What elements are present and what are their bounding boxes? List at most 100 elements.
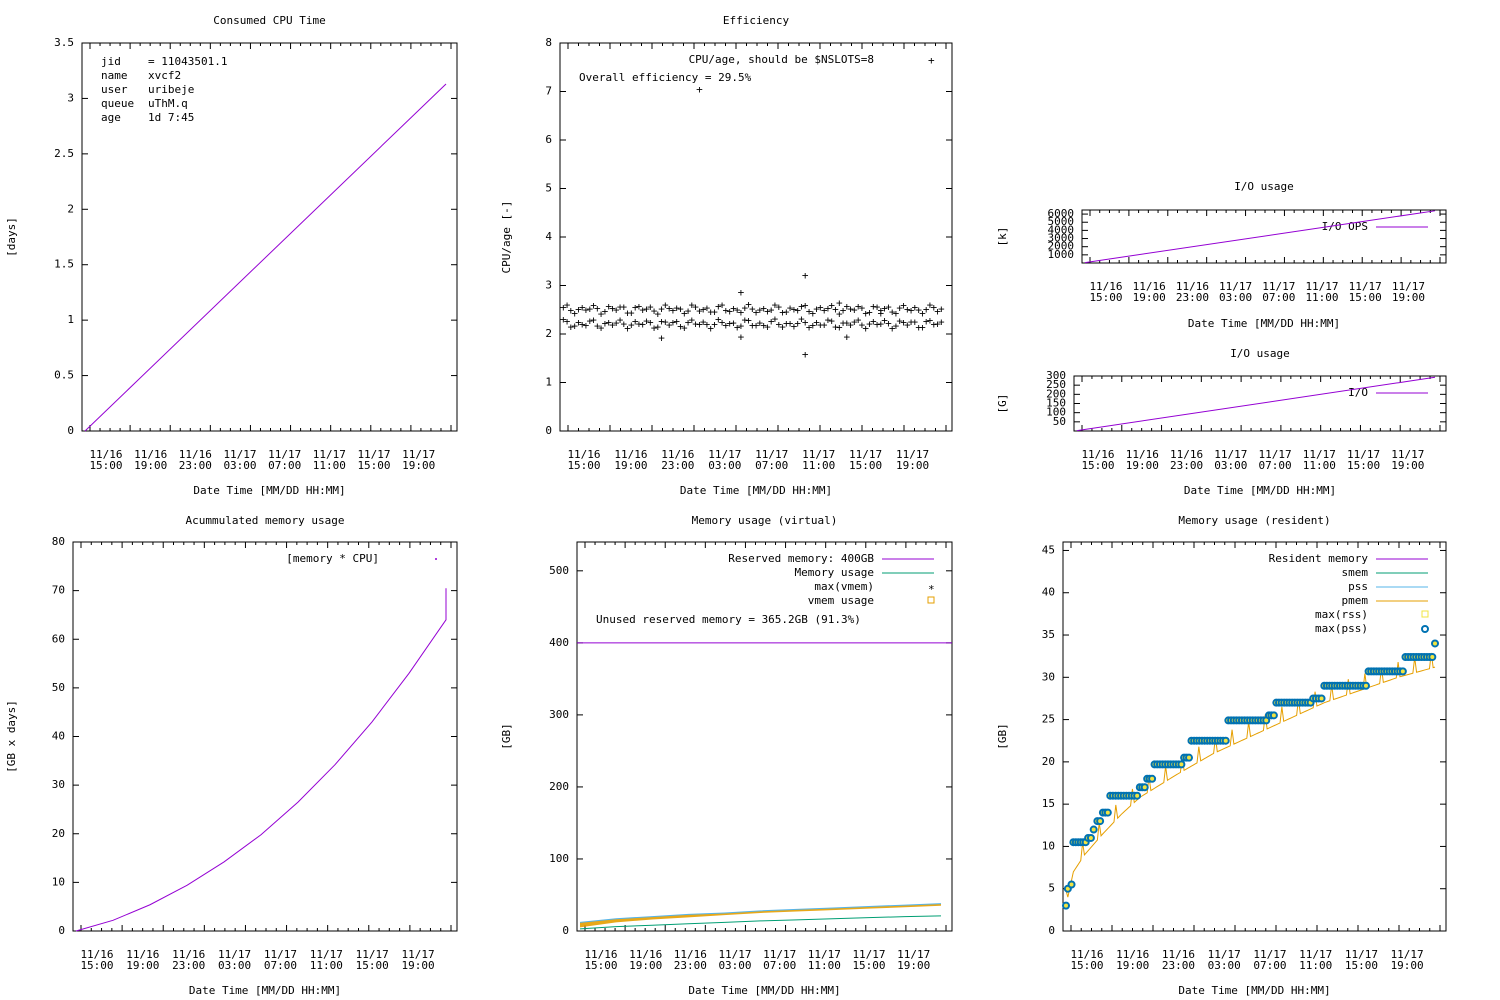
panel-io: I/O usage5010015020025030011/1615:0011/1… xyxy=(996,347,1447,497)
legend-label: pss xyxy=(1348,580,1368,593)
efficiency-point: + xyxy=(847,302,854,315)
efficiency-outlier: + xyxy=(738,286,745,299)
y-tick-label: 40 xyxy=(52,730,65,743)
unused-memory-annotation: Unused reserved memory = 365.2GB (91.3%) xyxy=(596,613,861,626)
plot-frame xyxy=(81,42,458,432)
efficiency-point: + xyxy=(602,305,609,318)
y-tick-label: 10 xyxy=(1042,839,1055,852)
x-tick-label-date: 11/17 xyxy=(223,448,256,461)
x-tick-label-time: 03:00 xyxy=(1219,291,1252,304)
efficiency-point: + xyxy=(655,320,662,333)
efficiency-point: + xyxy=(704,318,711,331)
x-tick-label-date: 11/16 xyxy=(1162,948,1195,961)
efficiency-point: + xyxy=(689,314,696,327)
efficiency-point: + xyxy=(571,307,578,320)
panel-accmem: Acummulated memory usage 0 10 20 30 40 50 60 70 8… xyxy=(5,514,458,997)
efficiency-point: + xyxy=(571,320,578,333)
efficiency-point: + xyxy=(930,301,937,314)
x-tick-label-time: 15:00 xyxy=(357,459,390,472)
x-tick-label-time: 23:00 xyxy=(179,459,212,472)
efficiency-point: + xyxy=(726,317,733,330)
efficiency-point: + xyxy=(617,313,624,326)
efficiency-point: + xyxy=(908,304,915,317)
y-tick-label: 4 xyxy=(545,230,552,243)
efficiency-point: + xyxy=(711,318,718,331)
legend-square xyxy=(927,596,935,604)
x-tick-label-date: 11/17 xyxy=(1303,448,1336,461)
efficiency-point: + xyxy=(624,322,631,335)
efficiency-point: + xyxy=(658,315,665,328)
efficiency-point: + xyxy=(692,318,699,331)
y-tick-label: 0 xyxy=(545,424,552,437)
efficiency-point: + xyxy=(696,305,703,318)
efficiency-point: + xyxy=(915,303,922,316)
x-tick-label-date: 11/17 xyxy=(310,948,343,961)
x-tick-label-date: 11/17 xyxy=(708,448,741,461)
max-pss-marker xyxy=(1067,880,1076,889)
efficiency-point: + xyxy=(673,301,680,314)
series-line xyxy=(1084,210,1436,264)
chart-title: Memory usage (resident) xyxy=(1178,514,1330,527)
y-tick-label: 1 xyxy=(545,376,552,389)
efficiency-outlier: + xyxy=(802,269,809,282)
x-tick-label-date: 11/17 xyxy=(1214,448,1247,461)
efficiency-point: + xyxy=(862,307,869,320)
legend-circle xyxy=(1421,625,1429,633)
x-tick-label-date: 11/16 xyxy=(661,448,694,461)
pmem-line xyxy=(1065,652,1436,898)
efficiency-point: + xyxy=(930,318,937,331)
info-value: xvcf2 xyxy=(148,69,181,82)
efficiency-point: + xyxy=(741,302,748,315)
max-pss-marker xyxy=(1221,736,1230,745)
x-tick-label-date: 11/17 xyxy=(1262,280,1295,293)
legend-label: max(pss) xyxy=(1315,622,1368,635)
info-value: 1d 7:45 xyxy=(148,111,194,124)
efficiency-point: + xyxy=(798,313,805,326)
x-tick-label-time: 19:00 xyxy=(614,459,647,472)
efficiency-point: + xyxy=(923,303,930,316)
efficiency-outlier: + xyxy=(878,307,885,320)
x-tick-label-date: 11/17 xyxy=(1299,948,1332,961)
max-pss-marker xyxy=(1148,774,1157,783)
efficiency-point: + xyxy=(723,319,730,332)
efficiency-point: + xyxy=(915,321,922,334)
efficiency-point: + xyxy=(840,316,847,329)
x-tick-label-date: 11/17 xyxy=(1391,948,1424,961)
legend-square xyxy=(1421,610,1429,618)
legend-label: Resident memory xyxy=(1269,552,1369,565)
x-tick-label-time: 07:00 xyxy=(763,959,796,972)
max-pss-marker xyxy=(1103,808,1112,817)
y-tick-label: 3 xyxy=(545,279,552,292)
chart-title: Efficiency xyxy=(723,14,790,27)
y-axis-label: [G] xyxy=(996,394,1009,414)
y-tick-label: 2 xyxy=(545,327,552,340)
efficiency-point: + xyxy=(647,300,654,313)
x-tick-label-time: 23:00 xyxy=(661,459,694,472)
efficiency-point: + xyxy=(840,304,847,317)
efficiency-point: + xyxy=(734,303,741,316)
efficiency-point: + xyxy=(787,301,794,314)
x-axis-label: Date Time [MM/DD HH:MM] xyxy=(688,984,840,997)
efficiency-point: + xyxy=(677,320,684,333)
efficiency-point: + xyxy=(874,301,881,314)
x-tick-label-date: 11/17 xyxy=(313,448,346,461)
efficiency-point: + xyxy=(647,316,654,329)
efficiency-point: + xyxy=(870,300,877,313)
x-tick-label-time: 11:00 xyxy=(1305,291,1338,304)
x-tick-label-date: 11/17 xyxy=(1305,280,1338,293)
legend-dot xyxy=(435,558,437,560)
efficiency-point: + xyxy=(878,317,885,330)
efficiency-point: + xyxy=(760,302,767,315)
x-tick-label-date: 11/16 xyxy=(172,948,205,961)
efficiency-point: + xyxy=(900,299,907,312)
efficiency-point: + xyxy=(655,307,662,320)
max-pss-marker xyxy=(1431,639,1439,648)
panel-cpu: Consumed CPU Time00.511.522.533.511/1615… xyxy=(5,14,458,497)
y-tick-label: 400 xyxy=(549,636,569,649)
max-pss-marker xyxy=(1177,760,1186,769)
efficiency-point: + xyxy=(753,306,760,319)
x-tick-label-time: 11:00 xyxy=(1299,959,1332,972)
efficiency-point: + xyxy=(851,303,858,316)
x-tick-label-date: 11/16 xyxy=(674,948,707,961)
efficiency-point: + xyxy=(893,319,900,332)
